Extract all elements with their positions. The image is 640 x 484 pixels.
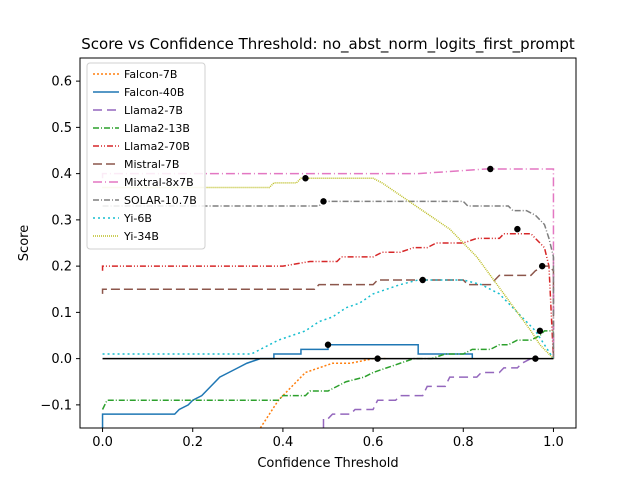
y-tick-label: 0.5 [51, 121, 72, 136]
x-tick-label: 0.2 [182, 435, 203, 450]
legend-label: Yi-6B [123, 212, 152, 225]
legend-label: Llama2-13B [124, 122, 190, 135]
optimum-marker [324, 341, 332, 348]
marker-layer [302, 165, 546, 362]
series-line-llama2-70b [101, 233, 555, 359]
series-line-falcon-40b [101, 344, 474, 428]
x-axis-label: Confidence Threshold [257, 456, 398, 471]
optimum-marker [302, 175, 309, 182]
legend-frame [86, 62, 206, 250]
optimum-marker [538, 262, 546, 270]
series-line-llama2-13b [101, 330, 554, 410]
optimum-marker [419, 276, 426, 284]
x-tick-label: 1.0 [543, 435, 564, 450]
y-tick-label: 0.2 [51, 260, 72, 275]
legend-label: Mixtral-8x7B [124, 176, 194, 189]
y-tick-label: 0.0 [51, 352, 72, 367]
x-axis: 0.0 0.2 0.4 0.6 0.8 1.0 [92, 428, 564, 450]
optimum-marker [374, 355, 381, 362]
y-axis: −0.1 0.0 0.1 0.2 0.3 0.4 0.5 0.6 [40, 75, 80, 413]
optimum-marker [320, 198, 327, 205]
x-tick-label: 0.0 [92, 435, 113, 450]
y-tick-label: 0.3 [51, 213, 72, 228]
legend-label: Falcon-40B [124, 86, 184, 99]
x-tick-label: 0.4 [273, 435, 294, 450]
chart-title: Score vs Confidence Threshold: no_abst_n… [81, 35, 575, 54]
optimum-marker [514, 225, 521, 233]
legend-label: Llama2-70B [124, 140, 190, 153]
y-tick-label: 0.4 [51, 167, 72, 182]
y-tick-label: 0.1 [51, 306, 72, 321]
series-layer [101, 168, 555, 428]
x-tick-label: 0.6 [363, 435, 384, 450]
series-line-yi-34b [102, 177, 554, 360]
y-axis-label: Score [17, 225, 32, 261]
legend-label: SOLAR-10.7B [124, 194, 197, 207]
legend-label: Yi-34B [123, 230, 159, 243]
legend-label: Mistral-7B [124, 158, 179, 171]
series-line-mixtral-8x7b [101, 168, 555, 359]
optimum-marker [532, 355, 539, 362]
legend: Falcon-7B Falcon-40B Llama2-7B Llama2-13B Ll… [86, 62, 206, 250]
legend-label: Falcon-7B [124, 68, 177, 81]
plot-frame [79, 57, 577, 429]
series-line-llama2-7b [322, 357, 532, 428]
optimum-marker [536, 327, 544, 335]
optimum-marker [487, 165, 494, 173]
y-tick-label: −0.1 [40, 398, 72, 413]
x-tick-label: 0.8 [453, 435, 474, 450]
series-line-yi-6b [102, 279, 555, 360]
y-tick-label: 0.6 [51, 75, 72, 90]
legend-label: Llama2-7B [124, 104, 183, 117]
